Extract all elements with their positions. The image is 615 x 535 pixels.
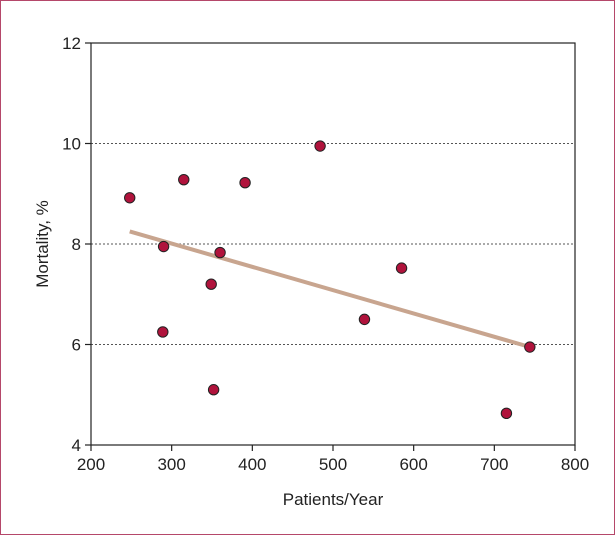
x-tick-label-800: 800	[561, 455, 589, 474]
data-point-4	[178, 173, 190, 186]
data-point-6	[207, 384, 220, 396]
data-point-11	[395, 262, 408, 274]
data-point-9	[314, 140, 326, 152]
y-tick-label-6: 6	[72, 336, 81, 355]
x-tick-label-700: 700	[480, 455, 508, 474]
y-tick-label-12: 12	[62, 34, 81, 53]
data-point-12	[500, 407, 513, 420]
data-point-13	[524, 341, 536, 353]
y-tick-label-10: 10	[62, 135, 81, 154]
data-point-10	[358, 313, 371, 326]
y-axis-label: Mortality, %	[33, 200, 52, 288]
y-tick-label-4: 4	[72, 436, 81, 455]
trendline	[129, 229, 531, 349]
x-tick-label-400: 400	[238, 455, 266, 474]
data-point-5	[205, 278, 217, 290]
data-point-8	[239, 176, 251, 189]
data-point-7	[214, 246, 226, 259]
x-tick-label-600: 600	[399, 455, 427, 474]
x-tick-label-300: 300	[157, 455, 185, 474]
data-point-3	[157, 326, 169, 338]
x-axis-label: Patients/Year	[283, 490, 384, 509]
data-point-1	[124, 192, 136, 204]
y-tick-label-8: 8	[72, 235, 81, 254]
x-tick-label-200: 200	[77, 455, 105, 474]
x-tick-label-500: 500	[319, 455, 347, 474]
data-point-2	[157, 240, 170, 253]
